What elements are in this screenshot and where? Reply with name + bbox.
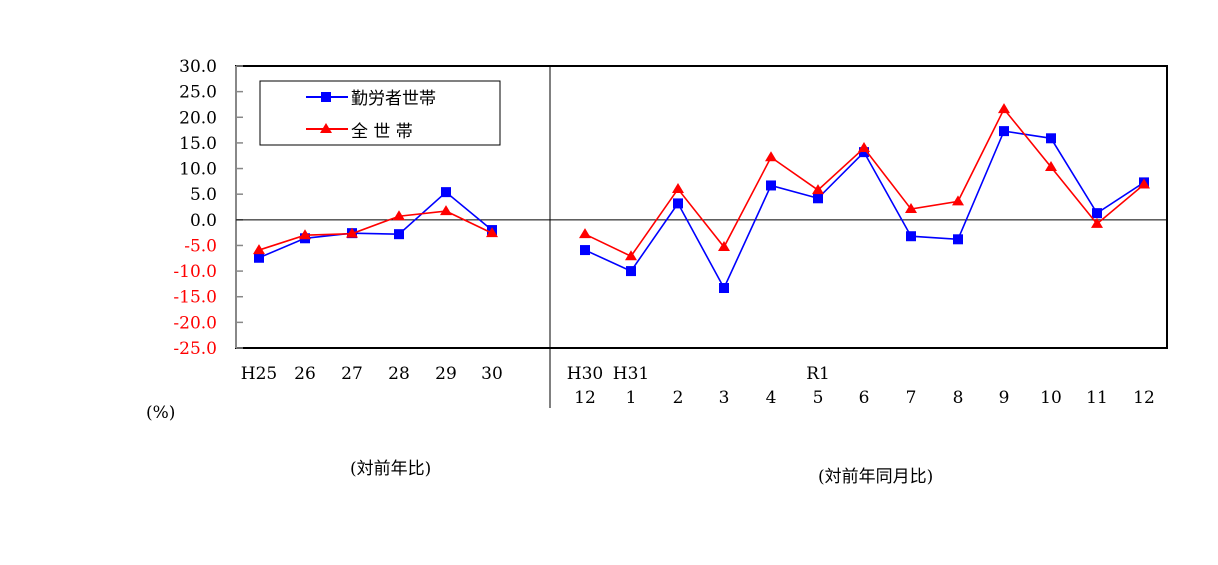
x-tick-label: 3 bbox=[719, 388, 730, 408]
data-point-square bbox=[441, 187, 451, 198]
data-point-triangle bbox=[393, 210, 405, 221]
y-tick-label: -15.0 bbox=[173, 288, 217, 308]
y-tick-label: 30.0 bbox=[179, 57, 217, 77]
data-point-triangle bbox=[579, 228, 591, 239]
data-point-triangle bbox=[765, 151, 777, 162]
data-point-square bbox=[859, 147, 869, 158]
data-point-triangle bbox=[1045, 161, 1057, 172]
x-tick-label: 26 bbox=[294, 364, 316, 384]
x-tick-label: H25 bbox=[241, 364, 277, 384]
data-point-square bbox=[254, 252, 264, 263]
data-point-triangle bbox=[952, 195, 964, 206]
data-point-square bbox=[626, 266, 636, 277]
data-point-square bbox=[673, 198, 683, 209]
data-point-triangle bbox=[812, 184, 824, 195]
legend-box bbox=[259, 80, 501, 146]
legend-label-all: 全 世 帯 bbox=[351, 122, 413, 142]
x-tick-label: 30 bbox=[481, 364, 503, 384]
series-marks bbox=[253, 103, 1150, 294]
data-point-triangle bbox=[718, 240, 730, 251]
y-tick-label: 20.0 bbox=[179, 108, 217, 128]
x-tick-label: 27 bbox=[341, 364, 363, 384]
unit-label: (%) bbox=[146, 403, 175, 423]
data-point-square bbox=[999, 126, 1009, 137]
x-tick-label: 6 bbox=[859, 388, 870, 408]
y-tick-label: 15.0 bbox=[179, 134, 217, 154]
x-tick-label: 2 bbox=[673, 388, 684, 408]
data-point-square bbox=[906, 231, 916, 242]
x-tick-label: 10 bbox=[1040, 388, 1062, 408]
data-point-square bbox=[813, 193, 823, 204]
series-line-square bbox=[258, 191, 493, 259]
x-tick-label: 29 bbox=[435, 364, 457, 384]
data-point-triangle bbox=[1138, 178, 1150, 189]
data-point-triangle bbox=[1091, 217, 1103, 228]
data-point-square bbox=[766, 180, 776, 191]
data-point-triangle bbox=[253, 244, 265, 255]
data-point-square bbox=[953, 234, 963, 245]
data-point-square bbox=[580, 245, 590, 256]
x-tick-label: 5 bbox=[813, 388, 824, 408]
data-point-triangle bbox=[998, 103, 1010, 114]
data-point-triangle bbox=[346, 227, 358, 238]
data-point-square bbox=[394, 229, 404, 240]
data-point-triangle bbox=[625, 250, 637, 261]
x-tick-label: 12 bbox=[1133, 388, 1155, 408]
x-tick-era-label: H30 bbox=[567, 364, 603, 384]
series-line-triangle bbox=[584, 107, 1145, 258]
data-point-square bbox=[1092, 208, 1102, 219]
y-tick-label: -10.0 bbox=[173, 262, 217, 282]
y-tick-label: 10.0 bbox=[179, 160, 217, 180]
y-tick-label: 0.0 bbox=[190, 211, 217, 231]
x-tick-label: 11 bbox=[1086, 388, 1108, 408]
x-tick-era-label: H31 bbox=[613, 364, 649, 384]
data-point-triangle bbox=[299, 229, 311, 240]
x-tick-label: 28 bbox=[388, 364, 410, 384]
data-point-square bbox=[719, 283, 729, 294]
data-point-triangle bbox=[858, 142, 870, 153]
x-tick-label: 12 bbox=[574, 388, 596, 408]
data-point-triangle bbox=[440, 205, 452, 216]
y-tick-label: -5.0 bbox=[184, 236, 217, 256]
legend-label-workers: 勤労者世帯 bbox=[351, 89, 436, 109]
data-point-square bbox=[1046, 133, 1056, 144]
data-point-triangle bbox=[486, 227, 498, 238]
legend: 勤労者世帯 全 世 帯 bbox=[259, 80, 501, 146]
annual-caption: (対前年比) bbox=[350, 459, 431, 479]
y-tick-label: 5.0 bbox=[190, 185, 217, 205]
x-tick-label: 4 bbox=[766, 388, 777, 408]
series-line-triangle bbox=[258, 210, 493, 251]
y-tick-label: -20.0 bbox=[173, 313, 217, 333]
x-tick-era-label: R1 bbox=[806, 364, 830, 384]
x-axis-labels: H25 26 27 28 29 30 12 H30 1 H31 2 3 4 5 R1 6 7 8 9 10 11 12 bbox=[241, 364, 1155, 408]
data-point-triangle bbox=[672, 183, 684, 194]
legend-square-icon bbox=[321, 92, 331, 102]
y-tick-label: 25.0 bbox=[179, 83, 217, 103]
x-tick-label: 7 bbox=[906, 388, 917, 408]
legend-triangle-icon bbox=[320, 123, 332, 133]
data-point-triangle bbox=[905, 203, 917, 214]
x-tick-label: 8 bbox=[953, 388, 964, 408]
y-axis-ticks: 30.0 25.0 20.0 15.0 10.0 5.0 0.0 -5.0 -10.0 -15.0… bbox=[173, 57, 243, 359]
x-tick-label: 9 bbox=[999, 388, 1010, 408]
y-tick-label: -25.0 bbox=[173, 339, 217, 359]
x-tick-label: 1 bbox=[626, 388, 637, 408]
monthly-caption: (対前年同月比) bbox=[818, 467, 933, 487]
